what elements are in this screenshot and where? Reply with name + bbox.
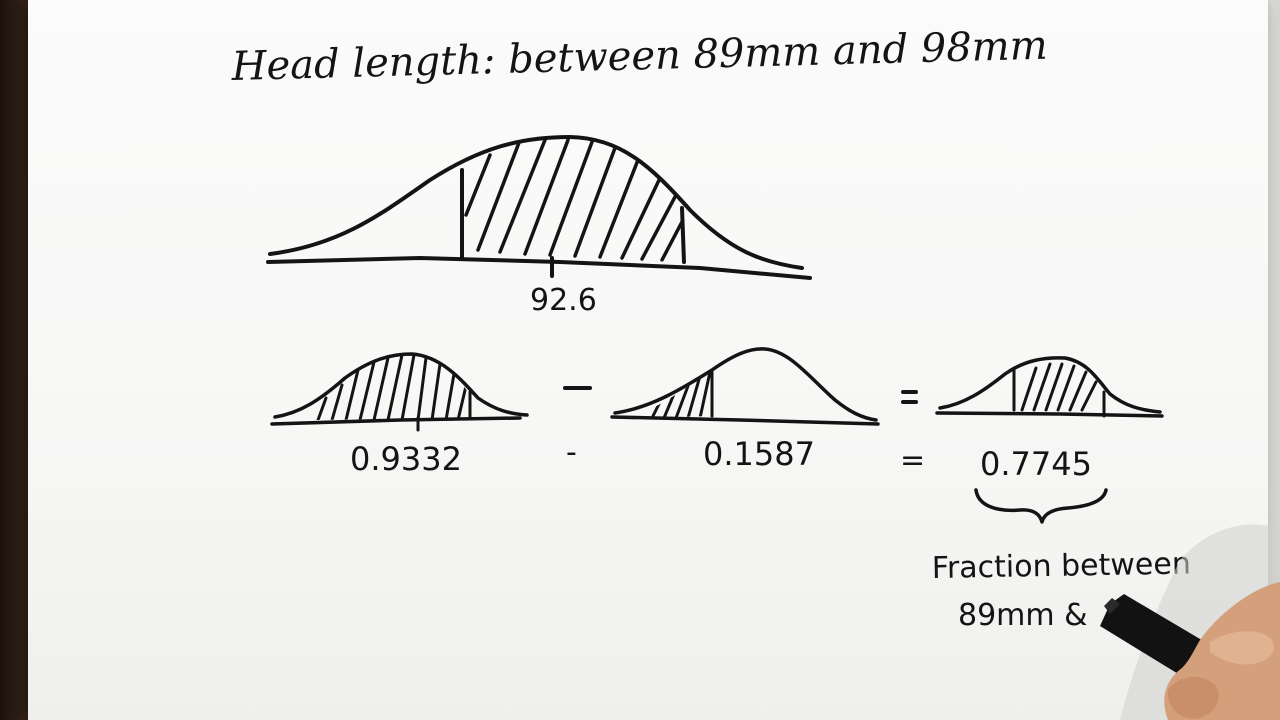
mean-label: 92.6 (530, 283, 597, 318)
right-small-curve (935, 356, 1164, 418)
middle-small-curve (610, 347, 880, 426)
upper-bound-line (680, 206, 686, 264)
left-small-curve (270, 352, 529, 432)
right-axis-line (935, 411, 1164, 418)
diagram-title: Head length: between 89mm and 98mm (230, 23, 1048, 90)
middle-hatched-area (650, 370, 712, 418)
main-hatched-area (464, 138, 684, 262)
hand-with-marker (1100, 524, 1280, 720)
middle-axis-line (610, 415, 880, 426)
annotation-line-1: Fraction between (932, 546, 1192, 586)
equals-sign-top (901, 390, 918, 404)
left-hatched-area (316, 355, 468, 420)
thumb (1167, 676, 1219, 719)
right-hatched-area (1020, 362, 1098, 412)
marker-tip (1104, 598, 1120, 614)
main-axis-line (266, 256, 812, 280)
left-axis-line (270, 416, 522, 426)
main-bell-curve (268, 135, 804, 270)
left-value-label: 0.9332 (350, 440, 462, 478)
minus-sign-bottom: - (566, 435, 577, 470)
middle-bell-curve (613, 347, 878, 422)
right-bell-curve (938, 356, 1162, 414)
left-bell-curve (273, 352, 529, 419)
middle-value-label: 0.1587 (703, 435, 815, 473)
equals-sign-bottom: = (900, 443, 925, 478)
paper-sheet (28, 0, 1268, 720)
result-value-label: 0.7745 (980, 445, 1092, 483)
annotation-line-2: 89mm & (958, 598, 1088, 633)
finger (1210, 631, 1274, 665)
curly-brace (974, 488, 1108, 524)
main-normal-curve: 92.6 (266, 135, 812, 318)
